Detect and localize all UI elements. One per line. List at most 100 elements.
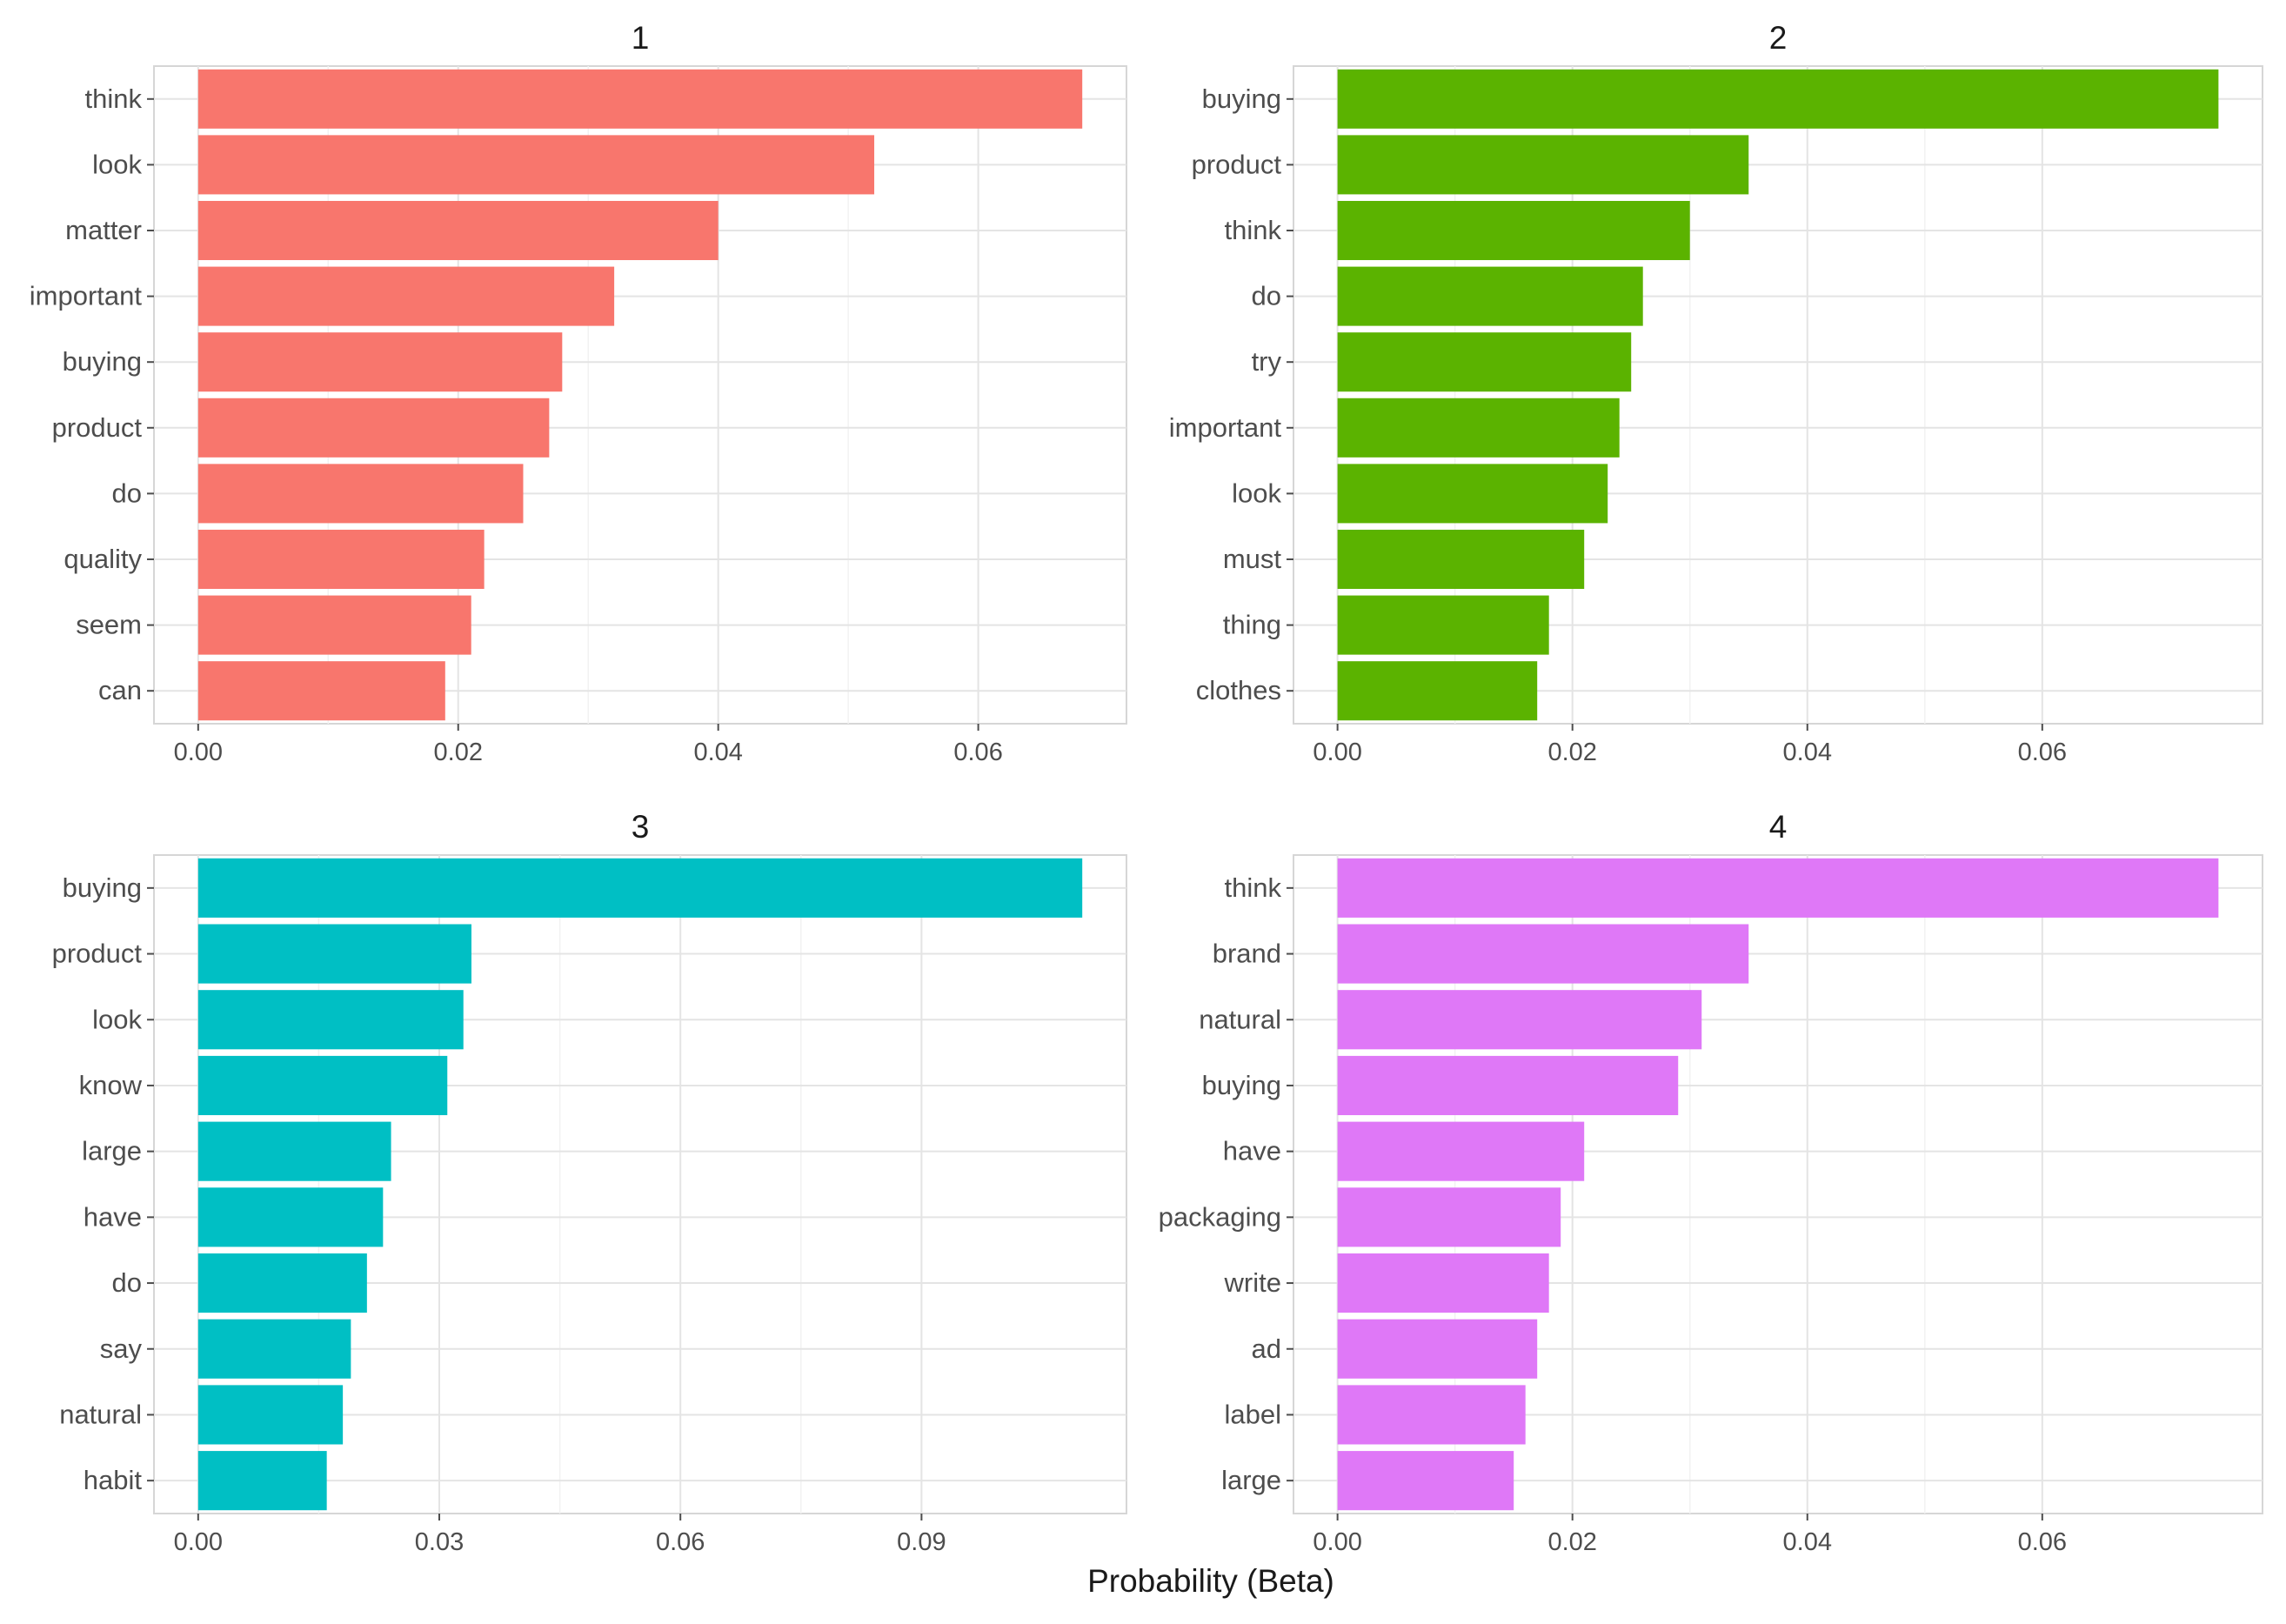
- category-label: large: [1221, 1465, 1281, 1495]
- x-axis-title: Probability (Beta): [1087, 1563, 1334, 1599]
- category-label: look: [92, 149, 142, 179]
- category-label: look: [92, 1004, 142, 1034]
- bar-must: [1337, 529, 1585, 590]
- category-label: important: [30, 281, 143, 311]
- x-tick-label: 0.02: [1547, 1528, 1596, 1556]
- bar-product: [197, 398, 550, 458]
- bar-natural: [197, 1385, 344, 1445]
- bar-buying: [197, 858, 1083, 918]
- bar-look: [197, 135, 875, 195]
- bar-habit: [197, 1451, 327, 1511]
- bar-do: [197, 464, 524, 524]
- bar-label: [1337, 1385, 1526, 1445]
- x-tick-label: 0.02: [434, 738, 483, 766]
- x-tick-label: 0.00: [174, 1528, 223, 1556]
- bar-large: [1337, 1451, 1514, 1511]
- category-label: seem: [76, 610, 142, 640]
- bar-buying: [1337, 69, 2219, 129]
- category-label: have: [1223, 1136, 1281, 1166]
- panel-title: 1: [632, 20, 650, 56]
- category-label: brand: [1213, 939, 1281, 969]
- category-label: thing: [1223, 610, 1281, 640]
- x-tick-label: 0.04: [1783, 738, 1832, 766]
- bar-clothes: [1337, 661, 1538, 721]
- category-label: do: [112, 478, 142, 508]
- bar-product: [197, 924, 471, 984]
- bar-ad: [1337, 1319, 1538, 1379]
- bar-think: [1337, 858, 2219, 918]
- category-label: buying: [63, 346, 142, 377]
- bar-do: [1337, 266, 1643, 326]
- bar-brand: [1337, 924, 1749, 984]
- bar-write: [1337, 1253, 1549, 1313]
- bar-important: [197, 266, 615, 326]
- bar-product: [1337, 135, 1749, 195]
- category-label: do: [112, 1267, 142, 1298]
- category-label: clothes: [1196, 675, 1281, 705]
- bar-look: [197, 990, 464, 1050]
- category-label: product: [1192, 149, 1282, 179]
- category-label: label: [1225, 1399, 1282, 1429]
- category-label: quality: [64, 544, 142, 574]
- bar-packaging: [1337, 1187, 1561, 1247]
- x-tick-label: 0.06: [2018, 1528, 2067, 1556]
- panel-title: 3: [632, 809, 650, 845]
- bar-try: [1337, 332, 1632, 392]
- x-tick-label: 0.09: [897, 1528, 946, 1556]
- bar-look: [1337, 464, 1608, 524]
- category-label: product: [52, 939, 143, 969]
- panel-title: 2: [1769, 20, 1788, 56]
- bar-do: [197, 1253, 367, 1313]
- category-label: think: [1225, 215, 1282, 245]
- category-label: can: [98, 675, 142, 705]
- category-label: do: [1252, 281, 1281, 311]
- bar-know: [197, 1055, 448, 1116]
- x-tick-label: 0.06: [2018, 738, 2067, 766]
- bar-quality: [197, 529, 485, 590]
- bar-think: [1337, 200, 1690, 261]
- category-label: think: [1225, 872, 1282, 903]
- category-label: try: [1252, 346, 1282, 377]
- bar-have: [197, 1187, 384, 1247]
- panel-title: 4: [1769, 809, 1788, 845]
- bar-seem: [197, 595, 471, 655]
- panel-3: buying product look know large have do say natur…: [52, 809, 1127, 1556]
- category-label: say: [100, 1333, 143, 1364]
- category-label: write: [1224, 1267, 1281, 1298]
- category-label: buying: [1202, 84, 1281, 114]
- x-tick-label: 0.06: [656, 1528, 705, 1556]
- x-tick-label: 0.03: [415, 1528, 464, 1556]
- x-tick-label: 0.02: [1547, 738, 1596, 766]
- bar-buying: [197, 332, 563, 392]
- panel-4: think brand natural buying have packaging writ…: [1159, 809, 2263, 1556]
- x-tick-label: 0.04: [693, 738, 742, 766]
- x-tick-label: 0.00: [1313, 738, 1361, 766]
- x-tick-label: 0.00: [174, 738, 223, 766]
- x-tick-label: 0.06: [953, 738, 1002, 766]
- x-tick-label: 0.00: [1313, 1528, 1361, 1556]
- panel-1: think look matter important buying product do q…: [30, 20, 1127, 766]
- category-label: buying: [1202, 1070, 1281, 1100]
- category-label: buying: [63, 872, 142, 903]
- category-label: ad: [1252, 1333, 1281, 1364]
- bar-natural: [1337, 990, 1702, 1050]
- category-label: habit: [84, 1465, 143, 1495]
- category-label: packaging: [1159, 1201, 1281, 1232]
- category-label: natural: [59, 1399, 142, 1429]
- category-label: matter: [65, 215, 142, 245]
- panel-2: buying product think do try important look must…: [1169, 20, 2263, 766]
- category-label: must: [1223, 544, 1282, 574]
- bar-important: [1337, 398, 1620, 458]
- bar-thing: [1337, 595, 1549, 655]
- category-label: product: [52, 412, 143, 443]
- category-label: have: [84, 1201, 142, 1232]
- category-label: look: [1232, 478, 1281, 508]
- category-label: think: [85, 84, 143, 114]
- bar-large: [197, 1121, 391, 1181]
- category-label: know: [79, 1070, 143, 1100]
- category-label: important: [1169, 412, 1282, 443]
- bar-say: [197, 1319, 351, 1379]
- bar-think: [197, 69, 1083, 129]
- bar-have: [1337, 1121, 1585, 1181]
